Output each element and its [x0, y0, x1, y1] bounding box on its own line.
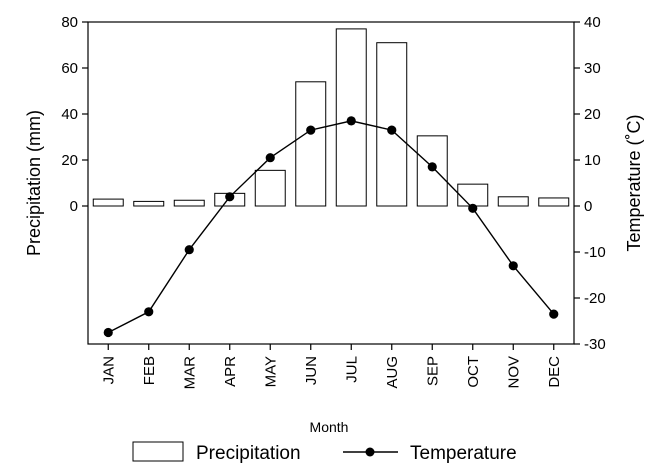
x-tick-label-mar: MAR — [181, 356, 198, 390]
x-tick-label-may: MAY — [262, 356, 279, 387]
x-tick-label-oct: OCT — [465, 356, 482, 388]
right-tick-label: 20 — [584, 106, 601, 123]
right-tick-label: -10 — [584, 244, 606, 261]
legend-temperature-marker — [365, 447, 375, 457]
x-tick-label-nov: NOV — [505, 356, 522, 389]
precipitation-bar-feb — [133, 200, 165, 207]
right-tick-label: 30 — [584, 60, 601, 77]
temperature-point-sep — [427, 162, 437, 172]
temperature-point-jan — [103, 327, 113, 338]
temperature-point-nov — [508, 261, 518, 271]
x-tick-label-aug: AUG — [384, 356, 401, 389]
precipitation-bar-nov — [497, 196, 529, 207]
temperature-point-oct — [468, 203, 478, 213]
y-axis-title-left: Precipitation (mm) — [24, 110, 44, 256]
temperature-point-feb — [144, 307, 154, 317]
x-tick-label-jun: JUN — [303, 356, 320, 385]
legend-temperature-label: Temperature — [410, 443, 517, 464]
left-tick-label: 60 — [61, 60, 78, 77]
right-tick-label: 40 — [584, 14, 601, 31]
temperature-point-jun — [306, 125, 316, 135]
x-tick-label-jul: JUL — [343, 356, 360, 383]
precipitation-bar-may — [254, 169, 286, 207]
right-tick-label: 10 — [584, 152, 601, 169]
temperature-line — [107, 120, 555, 334]
x-axis-title: Month — [310, 419, 349, 435]
plot-frame — [87, 21, 575, 345]
y-axis-title-right: Temperature (˚C) — [624, 114, 644, 251]
left-tick-label: 20 — [61, 152, 78, 169]
x-tick-label-dec: DEC — [546, 356, 563, 388]
temperature-point-dec — [549, 309, 559, 319]
temperature-point-apr — [225, 192, 235, 202]
temperature-point-mar — [184, 245, 194, 255]
temperature-point-may — [265, 153, 275, 163]
right-tick-label: -20 — [584, 290, 606, 307]
precipitation-bar-oct — [457, 183, 489, 207]
left-tick-label: 0 — [70, 198, 78, 215]
temperature-point-aug — [387, 125, 397, 135]
temperature-point-jul — [346, 116, 356, 126]
legend-precipitation-swatch — [132, 441, 184, 462]
precipitation-bar-mar — [173, 199, 205, 207]
precipitation-bar-jun — [295, 81, 327, 207]
x-tick-label-apr: APR — [222, 356, 239, 387]
legend-precipitation-label: Precipitation — [196, 443, 301, 464]
x-tick-label-sep: SEP — [424, 356, 441, 386]
precipitation-bar-aug — [376, 42, 408, 207]
x-tick-label-feb: FEB — [141, 356, 158, 385]
right-tick-label: 0 — [584, 198, 592, 215]
right-tick-label: -30 — [584, 336, 606, 353]
left-tick-label: 80 — [61, 14, 78, 31]
left-tick-label: 40 — [61, 106, 78, 123]
legend: Precipitation Temperature — [132, 441, 517, 464]
x-tick-label-jan: JAN — [100, 356, 117, 384]
precipitation-bar-dec — [538, 197, 570, 207]
precipitation-bar-jan — [92, 198, 124, 207]
